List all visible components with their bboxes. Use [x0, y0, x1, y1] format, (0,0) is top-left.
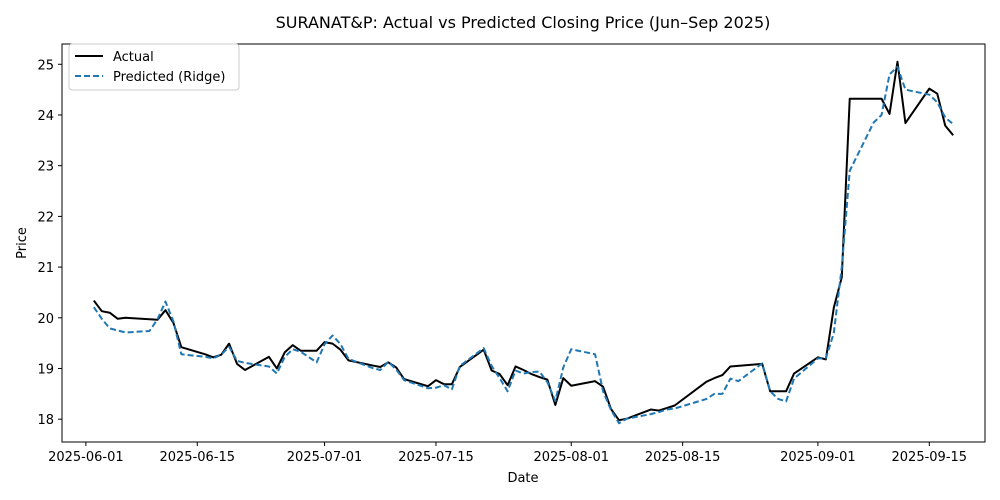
- legend-frame: [68, 43, 240, 91]
- legend-label-predicted: Predicted (Ridge): [113, 70, 225, 85]
- legend: Actual Predicted (Ridge): [68, 43, 240, 91]
- y-tick-label: 25: [37, 58, 54, 73]
- plot-frame: [61, 43, 986, 443]
- y-tick-label: 20: [37, 312, 54, 327]
- y-tick-label: 21: [37, 261, 54, 276]
- y-tick-label: 18: [37, 413, 54, 428]
- chart-title: SURANAT&P: Actual vs Predicted Closing P…: [276, 13, 771, 32]
- y-tick-label: 24: [37, 109, 54, 124]
- x-axis: 2025-06-01 2025-06-15 2025-07-01 2025-07-15…: [48, 442, 967, 465]
- x-tick-label: 2025-07-15: [398, 450, 474, 465]
- x-tick-label: 2025-07-01: [287, 450, 363, 465]
- y-axis-label: Price: [15, 227, 30, 259]
- plot-area: [61, 43, 986, 443]
- y-tick-label: 23: [37, 160, 54, 175]
- series-line-predicted: [93, 65, 954, 425]
- x-tick-label: 2025-09-01: [780, 450, 856, 465]
- series-layer: [93, 60, 954, 425]
- x-tick-label: 2025-08-01: [533, 450, 609, 465]
- series-line-actual: [93, 60, 954, 422]
- x-tick-label: 2025-08-15: [645, 450, 721, 465]
- legend-label-actual: Actual: [113, 50, 154, 65]
- y-tick-label: 19: [37, 362, 54, 377]
- x-tick-label: 2025-06-01: [48, 450, 124, 465]
- x-axis-label: Date: [507, 471, 538, 486]
- plot-background: [62, 44, 985, 442]
- y-tick-label: 22: [37, 210, 54, 225]
- x-tick-label: 2025-09-15: [892, 450, 968, 465]
- x-tick-label: 2025-06-15: [159, 450, 235, 465]
- y-axis: 18 19 20 21 22 23 24 25: [37, 58, 62, 428]
